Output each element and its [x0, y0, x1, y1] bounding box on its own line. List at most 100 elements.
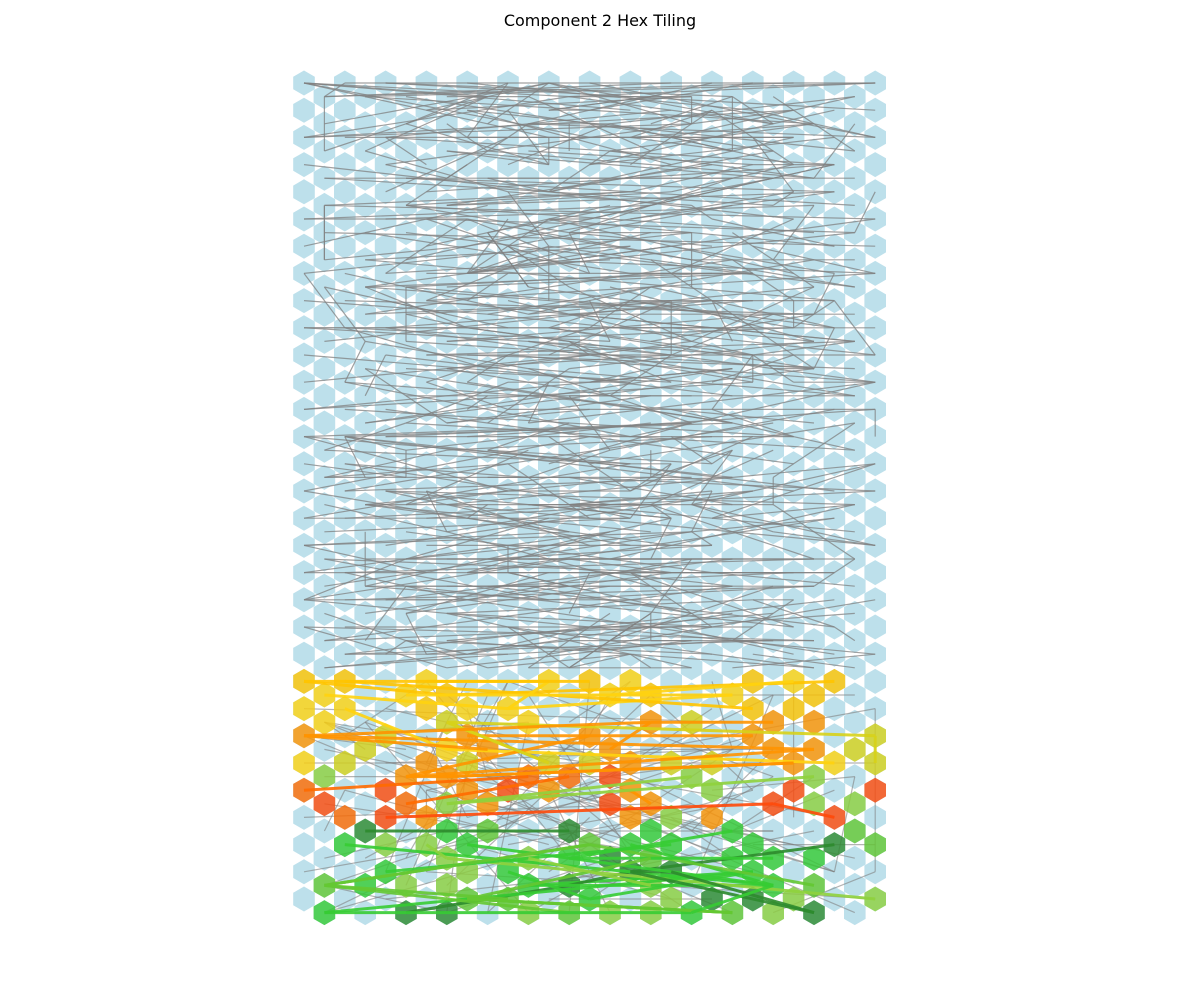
edge-line	[568, 340, 590, 356]
edge-line	[630, 191, 835, 220]
highlighted-edge-line	[324, 883, 570, 915]
edge-line	[467, 109, 855, 152]
edge-line	[691, 204, 713, 220]
highlighted-hex-cell	[660, 886, 682, 912]
edge-line	[405, 585, 794, 628]
highlighted-edge-line	[528, 856, 652, 887]
hex-cell	[374, 396, 397, 422]
hex-cell	[823, 206, 846, 232]
highlighted-edge-line	[446, 775, 692, 806]
edge-line	[344, 585, 815, 601]
highlighted-edge-line	[446, 761, 794, 779]
hex-cell	[374, 532, 397, 558]
edge-line	[344, 327, 488, 370]
edge-line	[487, 313, 876, 356]
hex-cell	[374, 97, 397, 123]
edge-line	[467, 612, 733, 655]
edge-line	[691, 490, 713, 533]
hex-cell	[293, 886, 315, 912]
highlighted-hex-cell	[844, 818, 866, 844]
highlighted-hex-cell	[415, 696, 438, 722]
edge-line	[589, 164, 835, 220]
hex-cell	[864, 288, 886, 314]
edge-line	[365, 585, 549, 601]
highlighted-hex-cell	[742, 668, 764, 694]
edge-line	[548, 327, 815, 370]
edge-line	[650, 286, 835, 329]
edge-line	[385, 871, 631, 900]
edge-line	[426, 204, 611, 247]
edge-line	[324, 653, 509, 669]
edge-line	[446, 694, 631, 846]
edge-line	[691, 694, 774, 886]
edge-line	[303, 273, 346, 329]
edge-line	[446, 640, 692, 669]
hex-cell	[742, 206, 764, 232]
edge-line	[405, 232, 855, 288]
highlighted-edge-line	[405, 734, 590, 779]
highlighted-hex-cell	[701, 777, 723, 803]
edge-line	[405, 517, 835, 560]
highlighted-edge-line	[425, 843, 448, 860]
chart-title: Component 2 Hex Tiling	[503, 11, 697, 30]
edge-line	[711, 300, 733, 342]
edge-line	[324, 191, 631, 206]
edge-line	[507, 572, 570, 587]
edge-line	[303, 204, 651, 220]
hex-cell	[721, 764, 744, 790]
hex-cell	[599, 410, 621, 436]
edge-line	[671, 96, 855, 138]
edge-line	[405, 517, 549, 560]
highlighted-hex-cell	[701, 804, 723, 830]
edge-line	[365, 572, 672, 614]
hex-cell	[782, 859, 805, 885]
edge-line	[568, 340, 672, 383]
edge-line	[528, 259, 876, 274]
hex-cell	[844, 464, 866, 490]
edge-line	[324, 422, 407, 451]
edge-line	[303, 368, 733, 410]
edge-line	[772, 191, 794, 206]
edge-line	[324, 626, 672, 642]
edge-line	[650, 517, 672, 560]
edge-line	[303, 204, 488, 247]
hex-cell	[293, 233, 315, 259]
highlighted-hex-cell	[293, 750, 315, 776]
edge-line	[324, 558, 672, 574]
edge-line	[303, 531, 692, 546]
hex-cell	[334, 179, 356, 205]
edge-line	[466, 82, 509, 138]
edge-line	[344, 381, 529, 397]
edge-line	[528, 286, 835, 329]
edge-line	[528, 286, 651, 315]
edge-line	[405, 490, 509, 506]
hex-cell	[334, 97, 356, 123]
edge-line	[446, 123, 488, 152]
edge-line	[466, 218, 570, 261]
highlighted-hex-cell	[293, 696, 315, 722]
edge-line	[671, 612, 855, 628]
edge-line	[385, 204, 815, 220]
edge-line	[324, 449, 631, 465]
edge-line	[385, 327, 590, 356]
edge-line	[446, 463, 876, 506]
highlighted-hex-cell	[354, 736, 376, 762]
edge-line	[405, 204, 570, 234]
hex-cell	[742, 532, 764, 558]
edge-line	[364, 585, 407, 641]
edge-line	[609, 762, 713, 778]
hex-cell	[823, 233, 846, 259]
edge-line	[630, 109, 713, 138]
highlighted-edge-line	[466, 856, 652, 901]
edge-line	[446, 191, 672, 206]
edge-line	[446, 150, 774, 179]
highlighted-hex-cell	[803, 709, 825, 735]
edge-line	[303, 82, 590, 138]
hex-cell	[354, 192, 376, 218]
highlighted-edges-layer	[303, 679, 877, 915]
edge-line	[365, 272, 713, 288]
edge-line	[467, 232, 855, 274]
edge-line	[589, 82, 753, 111]
edge-line	[507, 803, 733, 846]
hex-cell	[803, 600, 825, 626]
